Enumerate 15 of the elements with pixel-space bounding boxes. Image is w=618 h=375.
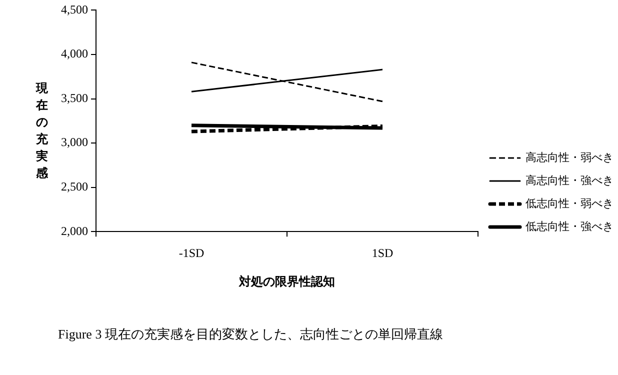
y-tick-label: 2,500 bbox=[61, 179, 88, 194]
legend-label: 低志向性・強べき bbox=[526, 220, 614, 233]
x-axis-title: 対処の限界性認知 bbox=[238, 274, 335, 288]
y-tick-label: 3,500 bbox=[61, 90, 88, 105]
y-axis-title: 現在の充実感 bbox=[36, 80, 49, 182]
y-tick-label: 2,000 bbox=[61, 224, 88, 238]
x-tick-label: 1SD bbox=[372, 246, 394, 260]
legend-label: 低志向性・弱べき bbox=[526, 196, 614, 210]
legend-label: 高志向性・弱べき bbox=[526, 150, 614, 164]
legend-label: 高志向性・強べき bbox=[526, 174, 614, 187]
text: Figure 3 現在の充実感を目的変数とした、志向性ごとの単回帰直線 bbox=[58, 326, 443, 342]
y-tick-label: 4,500 bbox=[61, 2, 88, 16]
x-tick-label: -1SD bbox=[178, 246, 204, 260]
y-tick-label: 4,000 bbox=[61, 46, 88, 61]
y-tick-label: 3,000 bbox=[61, 135, 88, 150]
